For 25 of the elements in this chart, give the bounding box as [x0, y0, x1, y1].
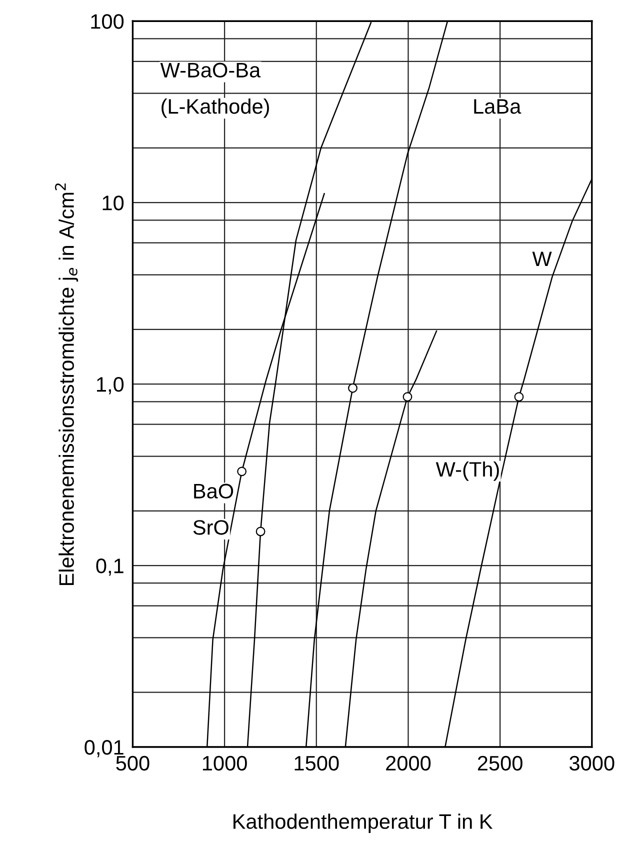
annotation: BaO — [194, 484, 234, 499]
point — [348, 383, 358, 393]
annotation: W-(Th) — [436, 461, 499, 481]
annotation: (L-Kathode) — [162, 98, 269, 118]
annotation: SrO — [193, 520, 228, 535]
point — [237, 466, 247, 476]
y-tick-label: 0,01 — [84, 740, 124, 758]
annotation: W-BaO-Ba — [160, 62, 261, 78]
annotation: LaBa — [474, 99, 522, 114]
x-tick-label: 2000 — [386, 756, 431, 771]
y-axis-title: Elektronenemissionsstromdichte j$_{e}$ in A/cm$^{2}$ — [54, 183, 78, 586]
x-tick-label: 1500 — [294, 756, 339, 771]
y-tick-label: 0,1 — [96, 558, 124, 576]
point — [514, 392, 524, 402]
x-tick-label: 3000 — [570, 756, 614, 771]
point — [256, 526, 266, 536]
x-tick-label: 2500 — [478, 756, 522, 771]
x-tick-label: 500 — [116, 756, 150, 771]
y-tick-label: 1,0 — [97, 377, 124, 394]
x-axis-title: Kathodenthemperatur T in K — [234, 814, 493, 834]
y-tick-label: 10 — [102, 196, 124, 210]
x-tick-label: 1000 — [202, 756, 247, 771]
y-tick-label: 100 — [91, 14, 124, 29]
annotation: W — [532, 252, 552, 266]
point — [402, 392, 412, 402]
